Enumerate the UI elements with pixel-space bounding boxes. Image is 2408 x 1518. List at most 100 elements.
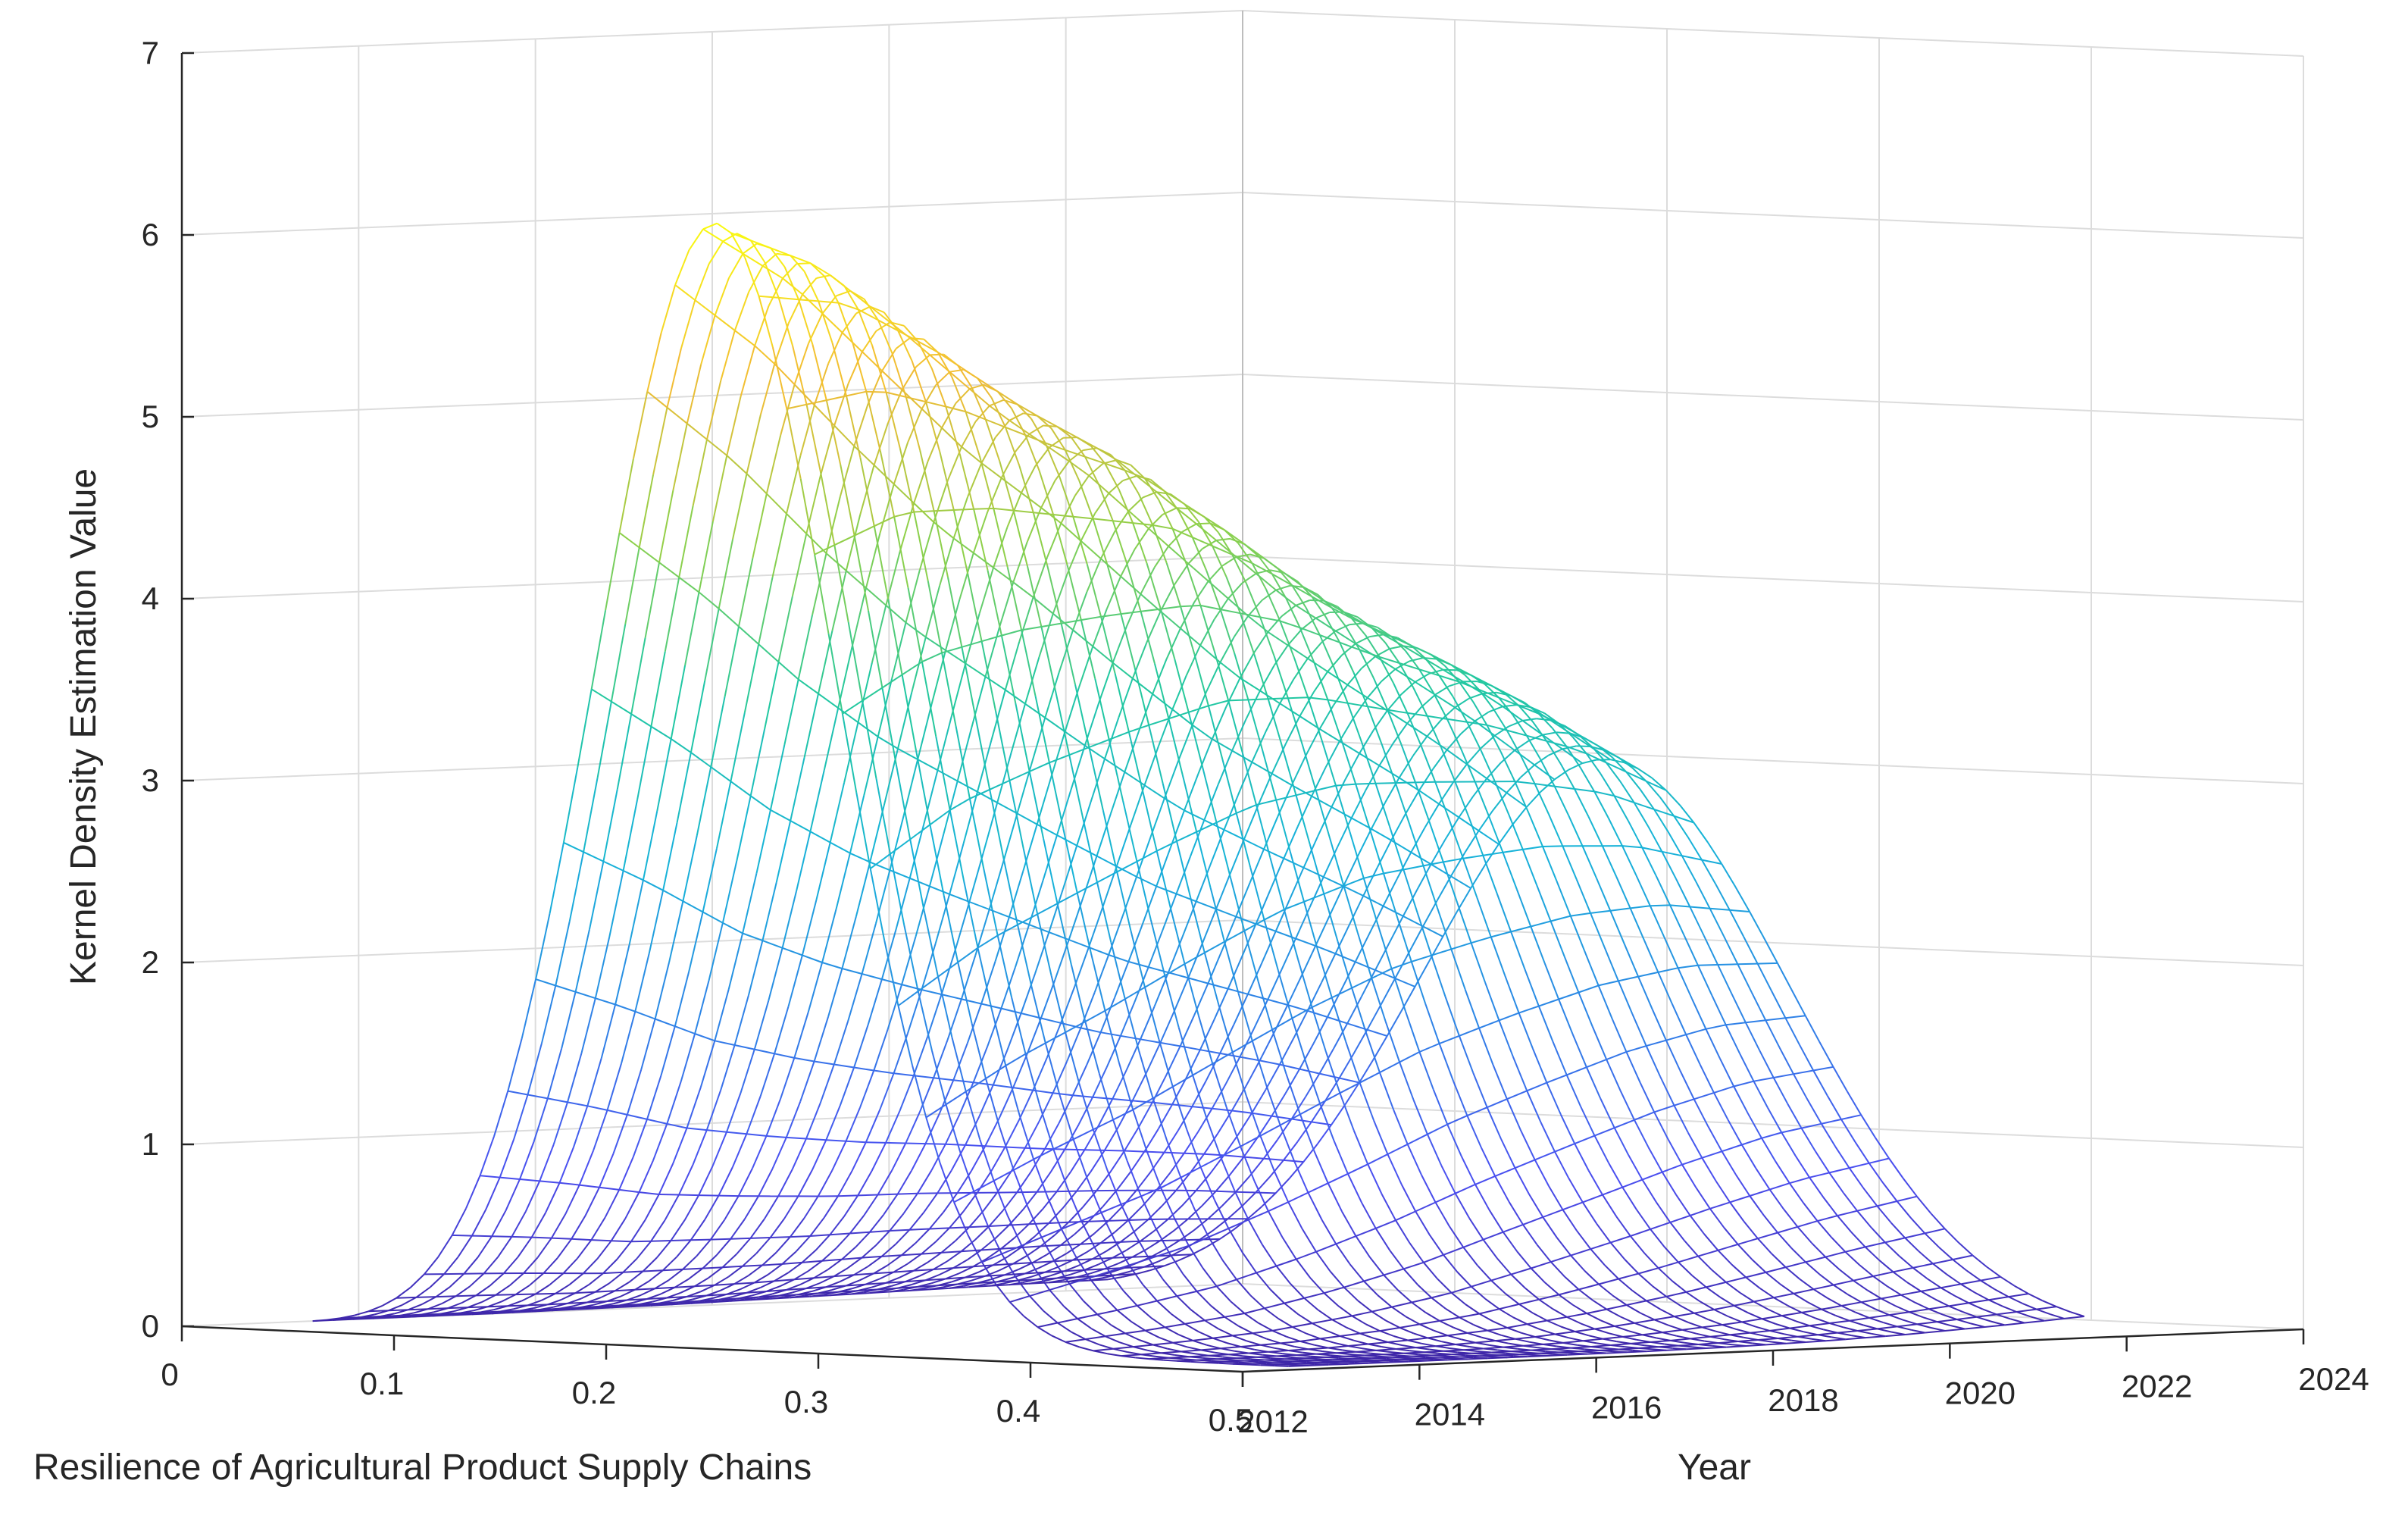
surface-mesh-line xyxy=(1234,1191,1248,1220)
surface-mesh-line xyxy=(719,1167,733,1196)
surface-mesh-line xyxy=(1227,1207,1241,1219)
surface-mesh-line xyxy=(1387,1154,1401,1185)
surface-mesh-line xyxy=(1830,1323,1844,1327)
surface-mesh-line xyxy=(1865,1336,1885,1338)
surface-mesh-line xyxy=(965,663,985,676)
surface-mesh-line xyxy=(1012,704,1025,753)
surface-mesh-line xyxy=(1288,629,1302,645)
surface-mesh-line xyxy=(789,955,802,1006)
surface-mesh-line xyxy=(1643,1172,1662,1180)
surface-mesh-line xyxy=(1456,1343,1475,1344)
surface-mesh-line xyxy=(1347,685,1367,698)
surface-mesh-line xyxy=(758,1169,772,1196)
surface-mesh-line xyxy=(456,1286,470,1296)
surface-mesh-line xyxy=(1208,950,1221,984)
surface-mesh-line xyxy=(862,701,876,779)
surface-mesh-line xyxy=(571,1309,591,1310)
surface-mesh-line xyxy=(1087,564,1101,617)
surface-mesh-line xyxy=(1428,1125,1447,1135)
surface-mesh-line xyxy=(1736,1175,1750,1196)
surface-mesh-line xyxy=(1141,1353,1161,1354)
surface-mesh-line xyxy=(1672,1281,1686,1292)
surface-mesh-line xyxy=(915,1229,929,1244)
surface-mesh-line xyxy=(1686,1034,1700,1064)
surface-mesh-line xyxy=(691,1220,705,1241)
surface-mesh-line xyxy=(1385,778,1399,803)
surface-mesh-line xyxy=(1273,1361,1293,1362)
surface-mesh-line xyxy=(1260,1034,1274,1061)
surface-mesh-line xyxy=(633,1119,647,1157)
surface-mesh-line xyxy=(1800,1279,1813,1290)
x-axis-label: Resilience of Agricultural Product Suppl… xyxy=(33,1448,812,1488)
surface-mesh-line xyxy=(615,945,629,1005)
surface-mesh-line xyxy=(1491,1281,1505,1294)
surface-mesh-line xyxy=(1035,1223,1049,1236)
surface-mesh-line xyxy=(1647,1046,1660,1076)
surface-mesh-line xyxy=(1559,1000,1572,1034)
surface-mesh-line xyxy=(456,1295,476,1296)
surface-mesh-line xyxy=(1261,1364,1281,1365)
surface-mesh-line xyxy=(1714,1306,1734,1310)
surface-mesh-line xyxy=(1376,1228,1390,1250)
surface-mesh-line xyxy=(1638,972,1658,977)
surface-mesh-line xyxy=(1404,1263,1424,1269)
surface-mesh-line xyxy=(651,1304,671,1305)
y-tick-label: 2016 xyxy=(1591,1389,1662,1425)
surface-mesh-line xyxy=(1819,1041,1833,1066)
surface-mesh-line xyxy=(805,271,818,301)
surface-mesh-line xyxy=(1408,1361,1428,1362)
surface-mesh-line xyxy=(1489,1210,1503,1232)
surface-mesh-line xyxy=(1762,1138,1775,1162)
surface-mesh-line xyxy=(715,990,728,1041)
surface-mesh-line xyxy=(1330,838,1343,886)
surface-mesh-line xyxy=(1005,427,1019,466)
surface-mesh-line xyxy=(549,1273,563,1285)
surface-mesh-line xyxy=(774,1006,788,1053)
surface-mesh-line xyxy=(1662,1330,1682,1332)
surface-mesh-line xyxy=(1644,1254,1658,1269)
surface-mesh-line xyxy=(494,1091,508,1137)
surface-mesh-line xyxy=(850,1216,864,1234)
surface-mesh-line xyxy=(1547,1317,1567,1321)
surface-mesh-line xyxy=(1577,1231,1590,1249)
surface-mesh-line xyxy=(1368,706,1381,743)
surface-mesh-line xyxy=(1205,1320,1218,1329)
surface-mesh-line xyxy=(690,229,703,250)
surface-mesh-line xyxy=(1428,1338,1441,1341)
surface-mesh-line xyxy=(1038,1323,1058,1328)
surface-mesh-line xyxy=(1670,905,1684,935)
surface-mesh-line xyxy=(1549,814,1562,846)
surface-mesh-line xyxy=(1073,1095,1093,1097)
surface-mesh-line xyxy=(793,534,806,596)
surface-mesh-line xyxy=(717,1239,730,1255)
surface-mesh-line xyxy=(1415,1211,1429,1235)
surface-mesh-line xyxy=(715,315,735,330)
surface-mesh-line xyxy=(1391,840,1411,853)
surface-mesh-line xyxy=(438,1235,452,1257)
surface-mesh-line xyxy=(1523,1217,1543,1225)
surface-mesh-line xyxy=(1945,1228,1959,1243)
surface-mesh-line xyxy=(1825,1252,1845,1257)
surface-mesh-line xyxy=(975,1226,989,1240)
surface-mesh-line xyxy=(1585,1271,1599,1285)
surface-mesh-line xyxy=(1556,881,1570,915)
surface-mesh-line xyxy=(498,1237,511,1257)
surface-mesh-line xyxy=(1644,941,1658,972)
surface-mesh-line xyxy=(615,1005,635,1012)
surface-mesh-line xyxy=(1369,634,1383,637)
surface-mesh-line xyxy=(2043,1300,2056,1307)
surface-mesh-line xyxy=(1945,1329,1965,1332)
surface-mesh-line xyxy=(1710,1202,1730,1208)
surface-mesh-line xyxy=(1567,1075,1581,1106)
surface-mesh-line xyxy=(1449,820,1463,859)
surface-mesh-line xyxy=(1682,1158,1702,1165)
surface-mesh-line xyxy=(1097,872,1117,883)
surface-mesh-line xyxy=(1599,1350,1618,1351)
surface-mesh-line xyxy=(944,896,958,962)
surface-mesh-line xyxy=(1606,1310,1620,1317)
surface-mesh-line xyxy=(854,446,874,465)
surface-mesh-line xyxy=(1511,1269,1531,1275)
surface-mesh-line xyxy=(733,474,746,539)
surface-mesh-line xyxy=(603,789,617,861)
surface-mesh-line xyxy=(1413,687,1427,715)
